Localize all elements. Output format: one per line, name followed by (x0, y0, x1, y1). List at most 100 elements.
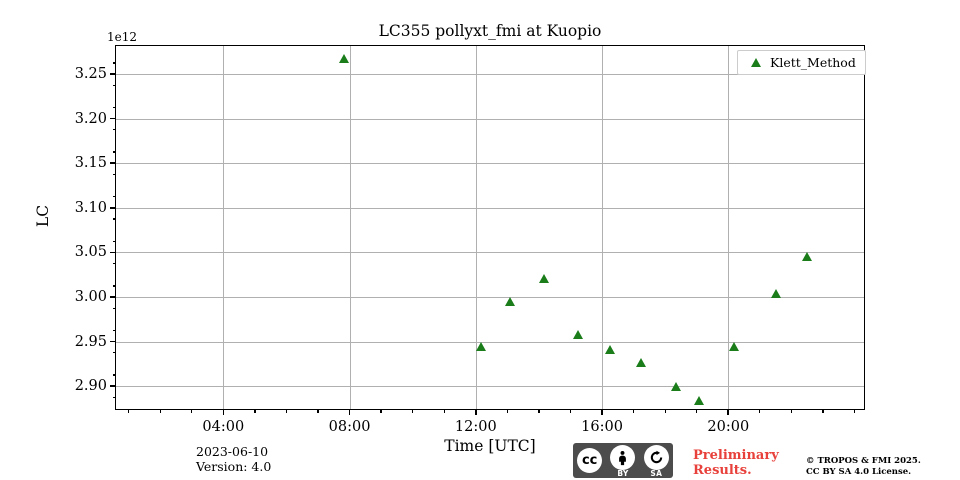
x-axis-minor-tick (317, 409, 319, 413)
x-axis-minor-tick (127, 409, 130, 413)
preliminary-line-2: Results. (693, 462, 752, 478)
gridline-horizontal (116, 341, 864, 343)
gridline-vertical (349, 46, 351, 409)
y-axis-minor-tick (112, 173, 116, 176)
gridline-horizontal (116, 74, 864, 76)
footer-version: Version: 4.0 (196, 459, 272, 474)
data-point-marker (670, 382, 681, 392)
y-axis-tick-label: 3.25 (74, 66, 107, 83)
y-axis-minor-tick (112, 307, 116, 309)
preliminary-results-notice: Preliminary Results. (693, 448, 779, 478)
y-axis-minor-tick (112, 129, 116, 131)
y-axis-minor-tick (112, 352, 116, 354)
y-axis-minor-tick (112, 84, 116, 86)
y-axis-tick-label: 3.15 (74, 155, 107, 172)
gridline-horizontal (116, 163, 864, 165)
cc-by-person-icon (610, 445, 636, 470)
y-axis-tick-label: 2.95 (74, 333, 107, 350)
y-axis-minor-tick (112, 62, 116, 64)
y-axis-minor-tick (112, 396, 116, 399)
gridline-horizontal (116, 118, 864, 120)
y-axis-minor-tick (112, 240, 116, 242)
x-axis-minor-tick (759, 409, 761, 413)
y-axis-tick-label: 3.00 (74, 289, 107, 306)
gridline-horizontal (116, 297, 864, 299)
x-axis-tick-label: 04:00 (202, 419, 245, 435)
gridline-horizontal (116, 386, 864, 388)
cc-sa-part: SA (643, 445, 669, 478)
x-axis-minor-tick (506, 409, 508, 413)
y-axis-tick-label: 3.20 (74, 110, 107, 127)
x-axis-minor-tick (380, 409, 382, 413)
x-axis-tick (727, 409, 730, 415)
data-point-marker (770, 288, 781, 298)
cc-sa-label: SA (650, 469, 663, 478)
cc-sa-share-alike-icon (643, 445, 669, 470)
grid-layer (116, 46, 864, 409)
y-axis-tick (110, 340, 116, 343)
x-axis-tick (222, 409, 225, 415)
y-axis-minor-tick (112, 329, 116, 332)
y-axis-minor-tick (112, 196, 116, 198)
x-axis-minor-tick (412, 409, 414, 413)
gridline-vertical (223, 46, 225, 409)
page-title: LC355 pollyxt_fmi at Kuopio (378, 22, 602, 40)
cc-by-part: BY (610, 445, 636, 478)
cc-by-label: BY (617, 469, 629, 478)
x-axis-minor-tick (443, 409, 445, 413)
gridline-vertical (602, 46, 604, 409)
data-point-marker (636, 357, 647, 367)
y-axis-tick (110, 162, 116, 165)
gridline-vertical (728, 46, 730, 409)
data-point-marker (539, 274, 550, 284)
x-axis-tick (601, 409, 603, 415)
data-layer (116, 46, 864, 409)
legend-marker-triangle-icon (751, 58, 761, 67)
y-axis-tick (110, 251, 116, 254)
footer-date: 2023-06-10 (196, 444, 269, 459)
y-axis-tick-label: 2.90 (74, 378, 107, 395)
copyright-line-2: CC BY SA 4.0 License. (806, 467, 912, 477)
y-axis-minor-tick (112, 374, 116, 376)
x-axis-minor-tick (538, 409, 540, 413)
copyright-line-1: © TROPOS & FMI 2025. (806, 456, 921, 466)
x-axis-minor-tick (664, 409, 666, 413)
legend[interactable]: Klett_Method (737, 50, 866, 75)
cc-circle-label: cc (577, 448, 603, 473)
x-axis-tick (348, 409, 351, 415)
legend-item-label: Klett_Method (770, 55, 856, 70)
y-axis-tick (110, 385, 116, 388)
y-axis-label: LC (34, 204, 52, 228)
y-axis-minor-tick (112, 106, 116, 109)
data-point-marker (694, 395, 705, 405)
y-axis-minor-tick (112, 262, 116, 265)
x-axis-minor-tick (632, 409, 635, 413)
x-axis-minor-tick (159, 409, 161, 413)
y-axis-minor-tick (112, 151, 116, 153)
plot-area: 2.90 2.95 3.00 3.05 3.10 3.15 3.20 3.25 04:00 08:… (75, 45, 865, 435)
x-axis-tick (474, 409, 477, 415)
data-point-marker (504, 296, 515, 306)
x-axis-minor-tick (822, 409, 824, 413)
x-axis-tick-label: 16:00 (581, 419, 623, 435)
x-axis-tick-label: 08:00 (328, 419, 371, 435)
x-axis-minor-tick (254, 409, 256, 413)
y-axis-tick (110, 296, 116, 298)
x-axis-minor-tick (696, 409, 698, 413)
x-axis-minor-tick (790, 409, 793, 413)
y-axis-offset-text: 1e12 (107, 30, 138, 44)
creative-commons-badge-icon: cc BY SA (573, 443, 673, 478)
data-point-marker (573, 329, 584, 339)
y-axis-minor-tick (112, 218, 116, 220)
x-axis-tick-label: 12:00 (454, 419, 497, 435)
data-point-marker (728, 342, 739, 351)
x-axis-label: Time [UTC] (444, 437, 536, 455)
gridline-horizontal (116, 252, 864, 254)
y-axis-tick (110, 73, 116, 75)
gridline-vertical (475, 46, 477, 409)
data-point-marker (802, 251, 813, 261)
y-axis-tick-label: 3.05 (74, 244, 107, 261)
x-axis-minor-tick (569, 409, 572, 413)
data-point-marker (339, 54, 350, 64)
